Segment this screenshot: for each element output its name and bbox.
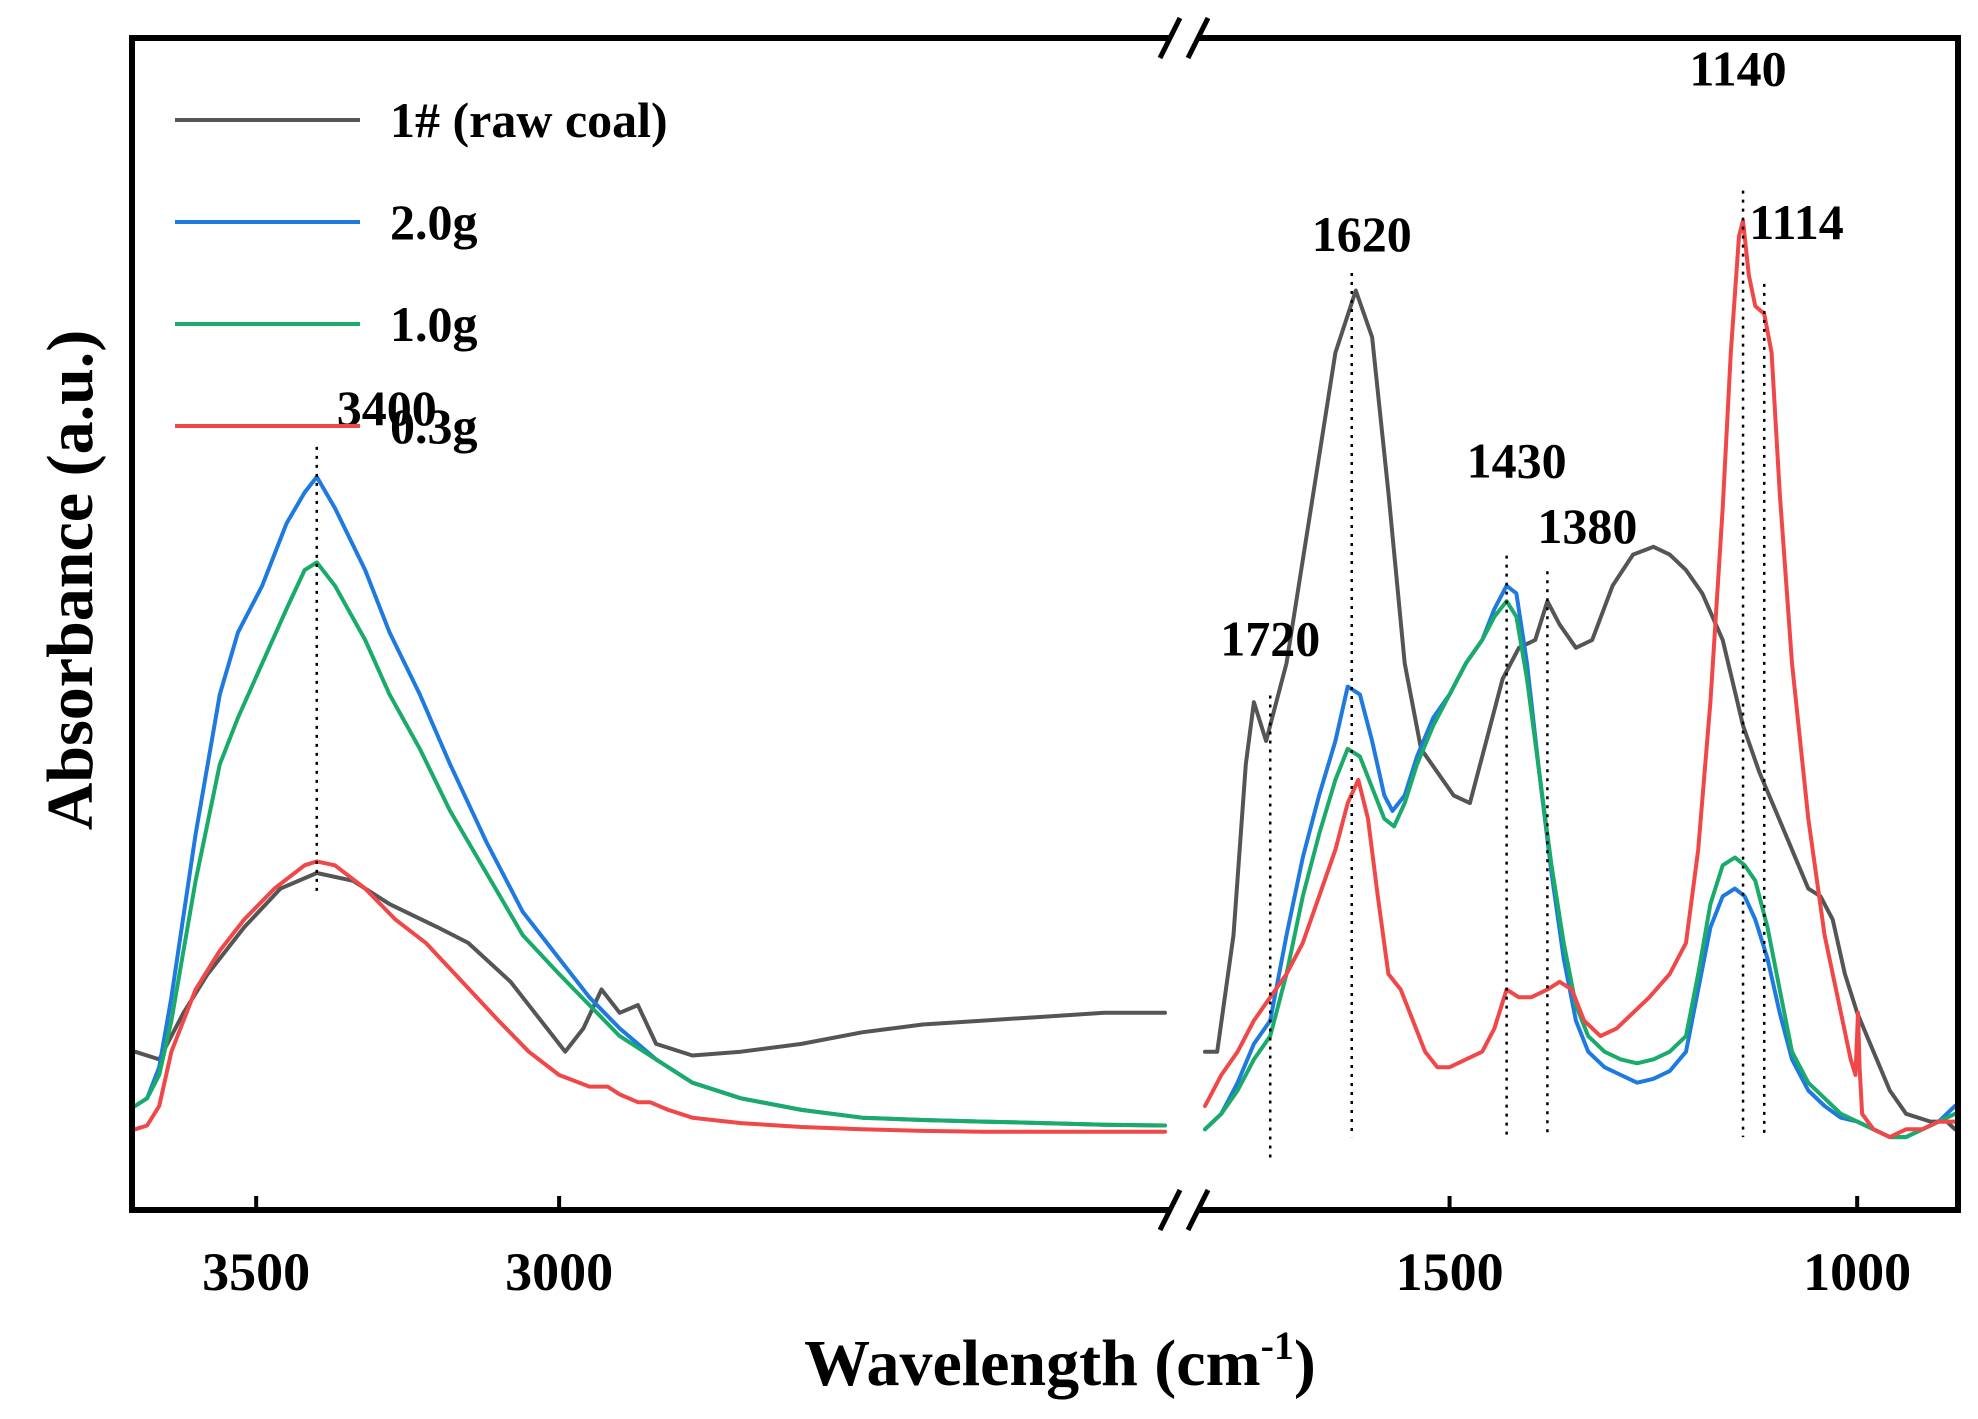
peak-label-1380: 1380 — [1537, 498, 1637, 554]
series-line-0-3g-segment-2 — [1203, 218, 1957, 1140]
series-line-2-0g-segment-2 — [1203, 583, 1957, 1140]
peak-label-1114: 1114 — [1749, 194, 1843, 250]
legend-label-0-3g: 0.3g — [390, 398, 478, 454]
series-line-1-raw-coal-segment-2 — [1203, 288, 1957, 1132]
series-layer — [133, 218, 1957, 1140]
x-tick-label-3000: 3000 — [505, 1242, 613, 1302]
peak-label-1430: 1430 — [1467, 433, 1567, 489]
x-tick-label-3500: 3500 — [202, 1242, 310, 1302]
x-axis-title: Wavelength (cm-1) — [804, 1323, 1316, 1400]
x-tick-label-1500: 1500 — [1396, 1242, 1504, 1302]
plot-frame — [129, 16, 1961, 1232]
peak-label-1620: 1620 — [1312, 206, 1412, 262]
legend: 1# (raw coal) 2.0g 1.0g 0.3g — [175, 92, 668, 454]
y-axis-title: Absorbance (a.u.) — [34, 330, 107, 831]
x-axis-title-main: Wavelength (cm — [804, 1327, 1260, 1400]
x-axis-title-close: ) — [1294, 1327, 1316, 1400]
legend-label-2-0g: 2.0g — [390, 194, 478, 250]
series-line-1-0g-segment-2 — [1203, 599, 1957, 1140]
x-tick-label-1000: 1000 — [1803, 1242, 1911, 1302]
series-line-1-raw-coal-segment-1 — [133, 871, 1167, 1062]
legend-label-raw-coal: 1# (raw coal) — [390, 92, 668, 148]
peak-label-1720: 1720 — [1220, 610, 1320, 666]
x-axis-title-superscript: -1 — [1261, 1323, 1294, 1368]
peak-label-1140: 1140 — [1689, 41, 1786, 97]
axis-break-top — [1157, 16, 1211, 60]
legend-label-1-0g: 1.0g — [390, 296, 478, 352]
series-line-1-0g-segment-1 — [133, 560, 1167, 1128]
axis-break-bottom — [1157, 1188, 1211, 1232]
x-tick-layer: 3500 3000 1500 1000 — [202, 1196, 1911, 1302]
series-line-0-3g-segment-1 — [133, 859, 1167, 1134]
